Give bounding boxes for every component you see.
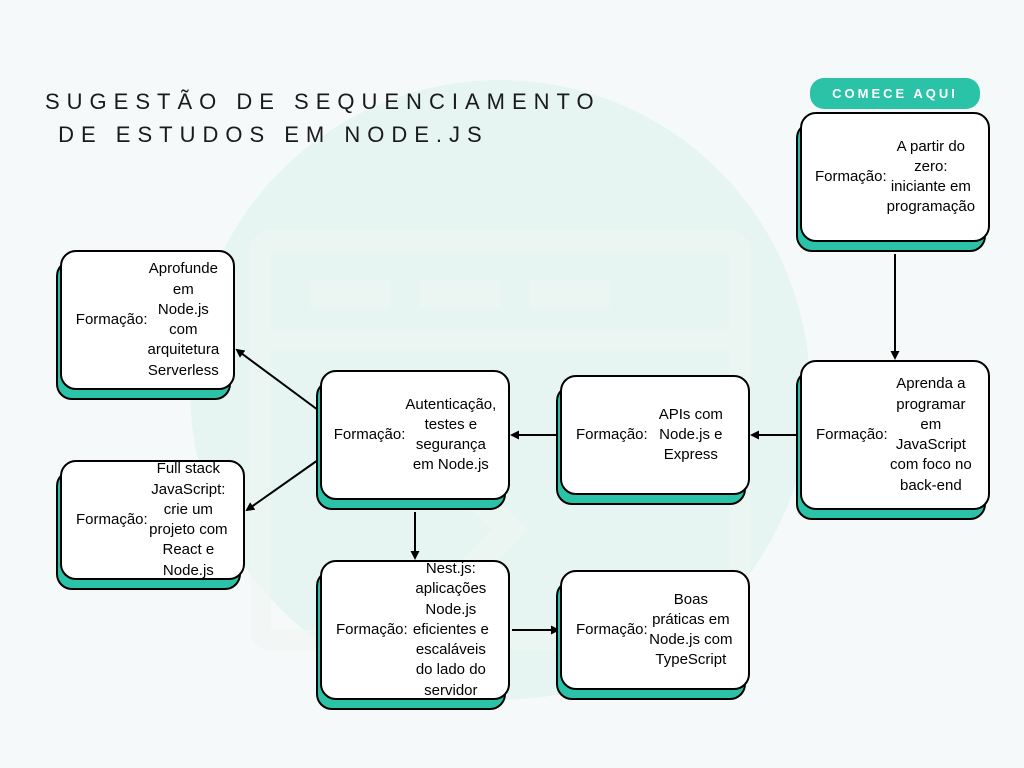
node-label-line: Formação: xyxy=(76,510,148,530)
flowchart-node-n7: Formação:Nest.js: aplicações Node.js efi… xyxy=(320,560,510,700)
node-label-line: APIs com Node.js e Express xyxy=(648,405,734,466)
node-label-line: Aprofunde em Node.js com arquitetura Ser… xyxy=(148,259,220,381)
node-label-line: Formação: xyxy=(816,425,888,445)
node-card: Formação:Aprofunde em Node.js com arquit… xyxy=(60,250,235,390)
flowchart-node-n8: Formação:Boas práticas em Node.js com Ty… xyxy=(560,570,750,690)
node-card: Formação:A partir do zero: iniciante em … xyxy=(800,112,990,242)
node-card: Formação:Boas práticas em Node.js com Ty… xyxy=(560,570,750,690)
start-here-badge-text: COMECE AQUI xyxy=(832,86,958,101)
flowchart-node-n6: Formação:Full stack JavaScript: crie um … xyxy=(60,460,245,580)
node-label-line: A partir do zero: iniciante em programaç… xyxy=(887,137,975,218)
node-label-line: Full stack JavaScript: crie um projeto c… xyxy=(148,459,229,581)
node-label-line: Nest.js: aplicações Node.js eficientes e… xyxy=(408,559,494,701)
flowchart-node-n2: Formação:Aprenda a programar em JavaScri… xyxy=(800,360,990,510)
flowchart-node-n3: Formação:APIs com Node.js e Express xyxy=(560,375,750,495)
node-label-line: Formação: xyxy=(576,425,648,445)
node-label-line: Autenticação, testes e segurança em Node… xyxy=(405,395,496,476)
page-title: Sugestão de sequenciamento de estudos em… xyxy=(45,85,601,151)
node-card: Formação:Aprenda a programar em JavaScri… xyxy=(800,360,990,510)
flowchart-node-n1: Formação:A partir do zero: iniciante em … xyxy=(800,112,990,242)
node-label-line: Formação: xyxy=(576,620,648,640)
start-here-badge: COMECE AQUI xyxy=(810,78,980,109)
node-label-line: Aprenda a programar em JavaScript com fo… xyxy=(888,374,974,496)
node-label-line: Formação: xyxy=(336,620,408,640)
node-label-line: Formação: xyxy=(815,167,887,187)
node-card: Formação:Nest.js: aplicações Node.js efi… xyxy=(320,560,510,700)
flowchart-node-n5: Formação:Aprofunde em Node.js com arquit… xyxy=(60,250,235,390)
node-label-line: Formação: xyxy=(76,310,148,330)
node-label-line: Boas práticas em Node.js com TypeScript xyxy=(648,590,734,671)
title-line-2: de estudos em Node.js xyxy=(58,122,489,147)
node-card: Formação:APIs com Node.js e Express xyxy=(560,375,750,495)
node-label-line: Formação: xyxy=(334,425,406,445)
node-card: Formação:Autenticação, testes e seguranç… xyxy=(320,370,510,500)
title-line-1: Sugestão de sequenciamento xyxy=(45,89,601,114)
node-card: Formação:Full stack JavaScript: crie um … xyxy=(60,460,245,580)
flowchart-node-n4: Formação:Autenticação, testes e seguranç… xyxy=(320,370,510,500)
